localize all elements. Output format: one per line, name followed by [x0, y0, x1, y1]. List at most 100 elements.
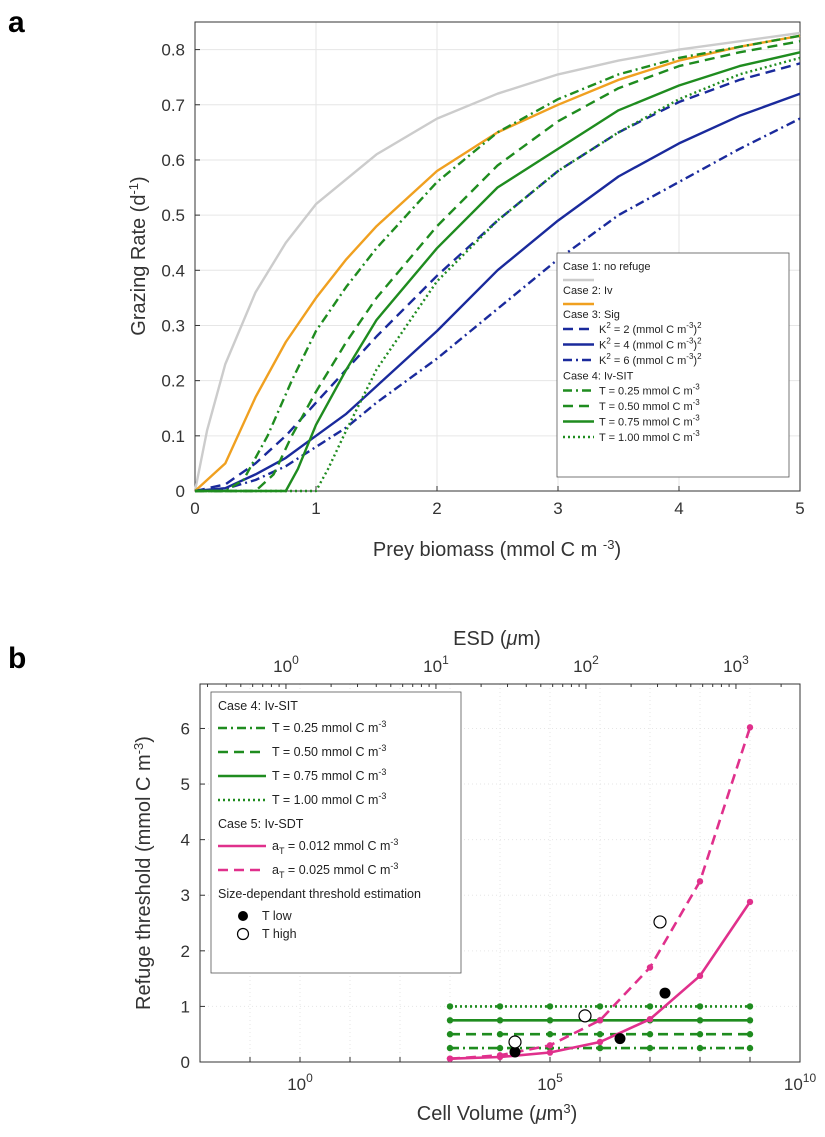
chart-a-ytick-label: 0.1: [161, 427, 185, 446]
chart-a-legend-header: Case 2: Iv: [563, 285, 613, 297]
chart-b-ylabel: Refuge threshold (mmol C m-3): [131, 736, 155, 1010]
chart-a-ytick-label: 0: [176, 482, 185, 501]
chart-b-series-point: [646, 1044, 654, 1052]
chart-a-legend-entry: T = 0.50 mmol C m-3: [599, 398, 700, 413]
chart-b-point-t-low: [509, 1046, 521, 1058]
chart-b-legend-entry: aT = 0.025 mmol C m-3: [272, 861, 398, 880]
chart-b-legend-marker: [236, 927, 250, 941]
chart-a-series: [193, 31, 801, 493]
chart-b-series-point: [646, 1031, 654, 1038]
chart-a-xtick-label: 0: [190, 499, 199, 518]
chart-a-legend-header: Case 1: no refuge: [563, 261, 650, 273]
chart-b-legend-entry: T = 0.75 mmol C m-3: [272, 767, 386, 783]
chart-b-series-point: [546, 1042, 554, 1049]
chart-b-series-point: [446, 1044, 454, 1052]
chart-a: 0 1 2 3 4 5 0 0.1 0.2 0.3 0.4 0.5 0.6 0.7 0.8 Prey bio…: [126, 21, 805, 561]
chart-b-point-t-high: [578, 1009, 592, 1023]
chart-a-xtick-label: 1: [311, 499, 320, 518]
chart-b-series-point: [546, 1031, 554, 1038]
chart-b-ytick-label: 1: [181, 997, 190, 1016]
chart-b-ticks: 100 105 1010 100 101 102 103 0 1 2 3 4 5 6: [181, 653, 817, 1094]
chart-b-series-point: [596, 1038, 604, 1046]
chart-b-series-point: [646, 1003, 654, 1010]
chart-a-xtick-label: 2: [432, 499, 441, 518]
chart-a-legend-entry: T = 0.75 mmol C m-3: [599, 414, 700, 429]
chart-b-point-t-high: [508, 1035, 522, 1049]
panel-letter-a: a: [8, 6, 25, 39]
chart-b-legend-header: Case 4: Iv-SIT: [218, 699, 298, 713]
chart-b-series-point: [696, 1017, 704, 1024]
chart-b-series-point: [696, 1044, 704, 1052]
chart-b-series-point: [496, 1052, 504, 1059]
chart-b-series-point: [696, 972, 704, 980]
chart-a-xtick-label: 5: [795, 499, 804, 518]
chart-a-ytick-label: 0.7: [161, 96, 185, 115]
chart-a-series-line-3: [194, 62, 801, 493]
chart-b-series-point: [446, 1017, 454, 1024]
chart-a-ytick-label: 0.4: [161, 261, 185, 280]
chart-a-legend-header: Case 4: Iv-SIT: [563, 371, 634, 383]
chart-a-legend-entry: T = 1.00 mmol C m-3: [599, 429, 700, 444]
chart-b-series-point: [646, 1015, 654, 1023]
chart-a-legend-entry: K2 = 2 (mmol C m-3)2: [599, 321, 702, 336]
chart-b-series-point: [446, 1055, 454, 1062]
chart-b-ytick-label: 4: [181, 831, 190, 850]
chart-a-series-line-9: [195, 56, 801, 493]
chart-b-ytick-label: 5: [181, 775, 190, 794]
chart-b-legend-header: Case 5: Iv-SDT: [218, 817, 304, 831]
chart-b-series-point: [496, 1044, 504, 1052]
chart-a-ytick-label: 0.5: [161, 206, 185, 225]
chart-b-series-point: [546, 1049, 554, 1056]
chart-a-series-line-1: [193, 31, 801, 492]
chart-b-series-point: [596, 1017, 604, 1024]
chart-b-series-point: [746, 1044, 754, 1052]
chart-b-xtick-label: 1010: [784, 1071, 817, 1094]
chart-a-ytick-label: 0.6: [161, 151, 185, 170]
chart-b-series-point: [496, 1003, 504, 1010]
chart-a-xlabel: Prey biomass (mmol C m -3): [373, 537, 621, 561]
chart-b-ytick-label: 3: [181, 886, 190, 905]
chart-b-top-tick-label: 100: [273, 653, 299, 676]
chart-b-legend: Case 4: Iv-SIT T = 0.25 mmol C m-3 T = 0.5…: [210, 691, 462, 974]
chart-b-legend-entry: aT = 0.012 mmol C m-3: [272, 837, 398, 856]
chart-b: 100 105 1010 100 101 102 103 0 1 2 3 4 5 6 ESD (μm) C…: [131, 628, 816, 1125]
chart-b-series: [446, 724, 754, 1062]
chart-a-xtick-label: 3: [553, 499, 562, 518]
chart-b-series-point: [446, 1031, 454, 1038]
chart-b-legend-header: Size-dependant threshold estimation: [218, 887, 421, 901]
chart-b-series-point: [496, 1031, 504, 1038]
chart-a-series-line-7: [195, 40, 801, 493]
chart-b-series-point: [746, 724, 754, 731]
chart-b-series-point: [746, 898, 754, 906]
panel-letter-b: b: [8, 642, 26, 675]
chart-b-point-t-low: [614, 1033, 626, 1045]
chart-b-ytick-label: 6: [181, 719, 190, 738]
chart-a-ytick-label: 0.8: [161, 41, 185, 60]
chart-a-legend-entry: K2 = 4 (mmol C m-3)2: [599, 337, 702, 352]
chart-b-ytick-label: 0: [181, 1053, 190, 1072]
chart-a-frame: [194, 21, 801, 492]
chart-b-top-tick-label: 102: [573, 653, 599, 676]
chart-b-top-tick-label: 101: [423, 653, 449, 676]
chart-b-ytick-label: 2: [181, 942, 190, 961]
chart-b-series-point: [696, 1031, 704, 1038]
chart-b-series-point: [596, 1044, 604, 1052]
chart-b-legend-entry: T = 1.00 mmol C m-3: [272, 791, 386, 807]
chart-b-top-tick-label: 103: [723, 653, 749, 676]
chart-b-legend-entry: T low: [262, 909, 293, 923]
chart-b-xlabel: Cell Volume (μm3): [417, 1101, 577, 1125]
chart-a-xtick-label: 4: [674, 499, 683, 518]
chart-b-series-point: [746, 1003, 754, 1010]
chart-a-series-line-2: [194, 34, 801, 492]
chart-a-ylabel: Grazing Rate (d-1): [126, 176, 150, 335]
chart-b-series-point: [596, 1031, 604, 1038]
chart-b-legend-entry: T high: [262, 927, 297, 941]
chart-a-legend-header: Case 3: Sig: [563, 309, 620, 321]
chart-b-xtick-label: 105: [537, 1071, 563, 1094]
chart-a-legend-entry: T = 0.25 mmol C m-3: [599, 383, 700, 398]
chart-b-point-t-low: [659, 987, 671, 999]
chart-a-ticks: 0 1 2 3 4 5 0 0.1 0.2 0.3 0.4 0.5 0.6 0.7 0.8: [161, 41, 804, 518]
chart-b-series-point: [646, 964, 654, 971]
